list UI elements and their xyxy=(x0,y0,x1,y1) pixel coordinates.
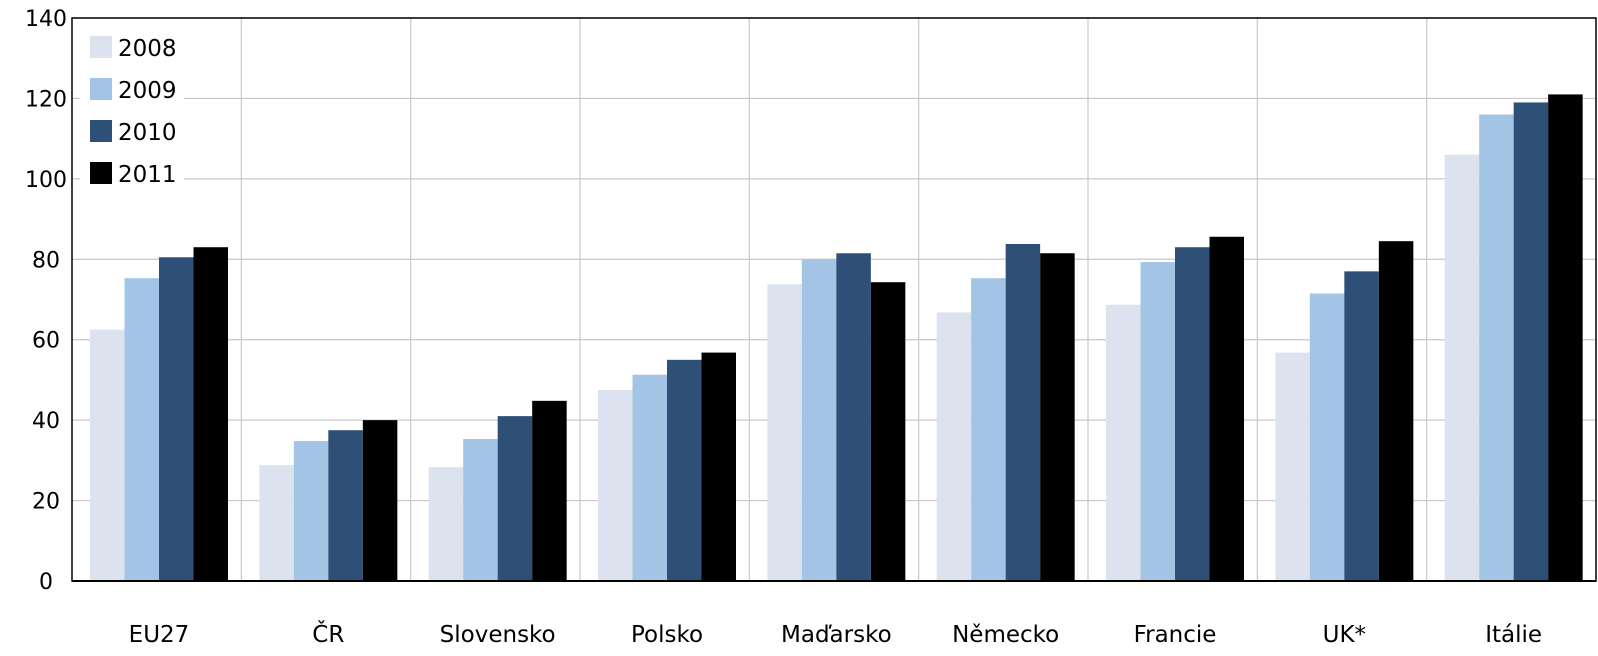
bar-2011-0 xyxy=(193,247,228,581)
bar-2011-4 xyxy=(870,282,906,581)
bar-2010-0 xyxy=(159,257,194,581)
y-tick-label: 20 xyxy=(32,490,60,515)
category-label: Slovensko xyxy=(440,622,556,648)
y-tick-label: 0 xyxy=(39,570,53,595)
category-label: ČR xyxy=(312,620,344,648)
legend-swatch-2009 xyxy=(90,78,112,100)
category-label: Polsko xyxy=(631,622,703,648)
bar-2009-0 xyxy=(124,278,159,581)
y-tick-label: 60 xyxy=(32,329,60,354)
bar-2008-1 xyxy=(259,465,294,581)
bar-2010-7 xyxy=(1344,271,1379,581)
bar-2008-0 xyxy=(90,329,125,581)
y-tick-labels: 0 20 40 60 80 100 120 140 xyxy=(25,7,67,595)
category-labels: EU27 ČR Slovensko Polsko Maďarsko Německo Fran… xyxy=(129,620,1542,648)
bar-2008-8 xyxy=(1444,154,1480,581)
bars xyxy=(90,94,1583,582)
legend-swatch-2011 xyxy=(90,162,112,184)
bar-2008-2 xyxy=(428,467,464,581)
bar-2011-8 xyxy=(1548,94,1583,582)
bar-2009-7 xyxy=(1309,293,1345,581)
legend-label-2010: 2010 xyxy=(118,120,177,146)
bar-2010-3 xyxy=(667,359,702,581)
bar-2010-6 xyxy=(1175,247,1210,581)
bar-2009-5 xyxy=(971,278,1006,581)
bar-2008-7 xyxy=(1275,352,1310,581)
bar-2010-2 xyxy=(497,416,533,581)
legend-label-2009: 2009 xyxy=(118,78,177,104)
bar-2011-1 xyxy=(362,420,398,581)
bar-2009-3 xyxy=(632,374,667,581)
bar-2011-2 xyxy=(532,400,567,581)
category-label: Francie xyxy=(1134,622,1217,648)
y-tick-label: 140 xyxy=(25,7,67,32)
category-label: Maďarsko xyxy=(781,622,892,648)
y-tick-label: 40 xyxy=(32,409,60,434)
bar-2008-3 xyxy=(598,389,633,581)
bar-2011-6 xyxy=(1209,236,1244,581)
axes xyxy=(71,17,1597,582)
bar-2008-6 xyxy=(1106,304,1141,581)
category-label: EU27 xyxy=(129,622,190,648)
bar-2010-5 xyxy=(1005,244,1041,582)
bar-2008-4 xyxy=(767,284,802,581)
bar-2009-1 xyxy=(293,441,329,581)
bar-2010-8 xyxy=(1513,102,1549,581)
category-label: UK* xyxy=(1323,622,1366,648)
bar-2008-5 xyxy=(936,312,972,581)
bar-2010-4 xyxy=(836,253,871,581)
bar-2009-6 xyxy=(1140,262,1175,581)
bar-2011-5 xyxy=(1040,253,1075,581)
bar-2011-3 xyxy=(701,352,736,581)
legend-label-2008: 2008 xyxy=(118,36,177,62)
bar-2009-2 xyxy=(463,439,498,581)
legend-swatch-2008 xyxy=(90,36,112,58)
y-tick-label: 100 xyxy=(25,168,67,193)
legend-label-2011: 2011 xyxy=(118,162,177,188)
category-label: Itálie xyxy=(1485,622,1542,648)
gridlines xyxy=(72,17,1596,581)
bar-2009-4 xyxy=(801,259,837,581)
y-tick-label: 120 xyxy=(25,87,67,112)
bar-2010-1 xyxy=(328,430,363,581)
y-tick-label: 80 xyxy=(32,248,60,273)
category-label: Německo xyxy=(952,622,1059,648)
bar-2009-8 xyxy=(1479,114,1514,581)
legend-swatch-2010 xyxy=(90,120,112,142)
legend: 2008 2009 2010 2011 xyxy=(80,22,184,192)
bar-2011-7 xyxy=(1378,241,1414,582)
